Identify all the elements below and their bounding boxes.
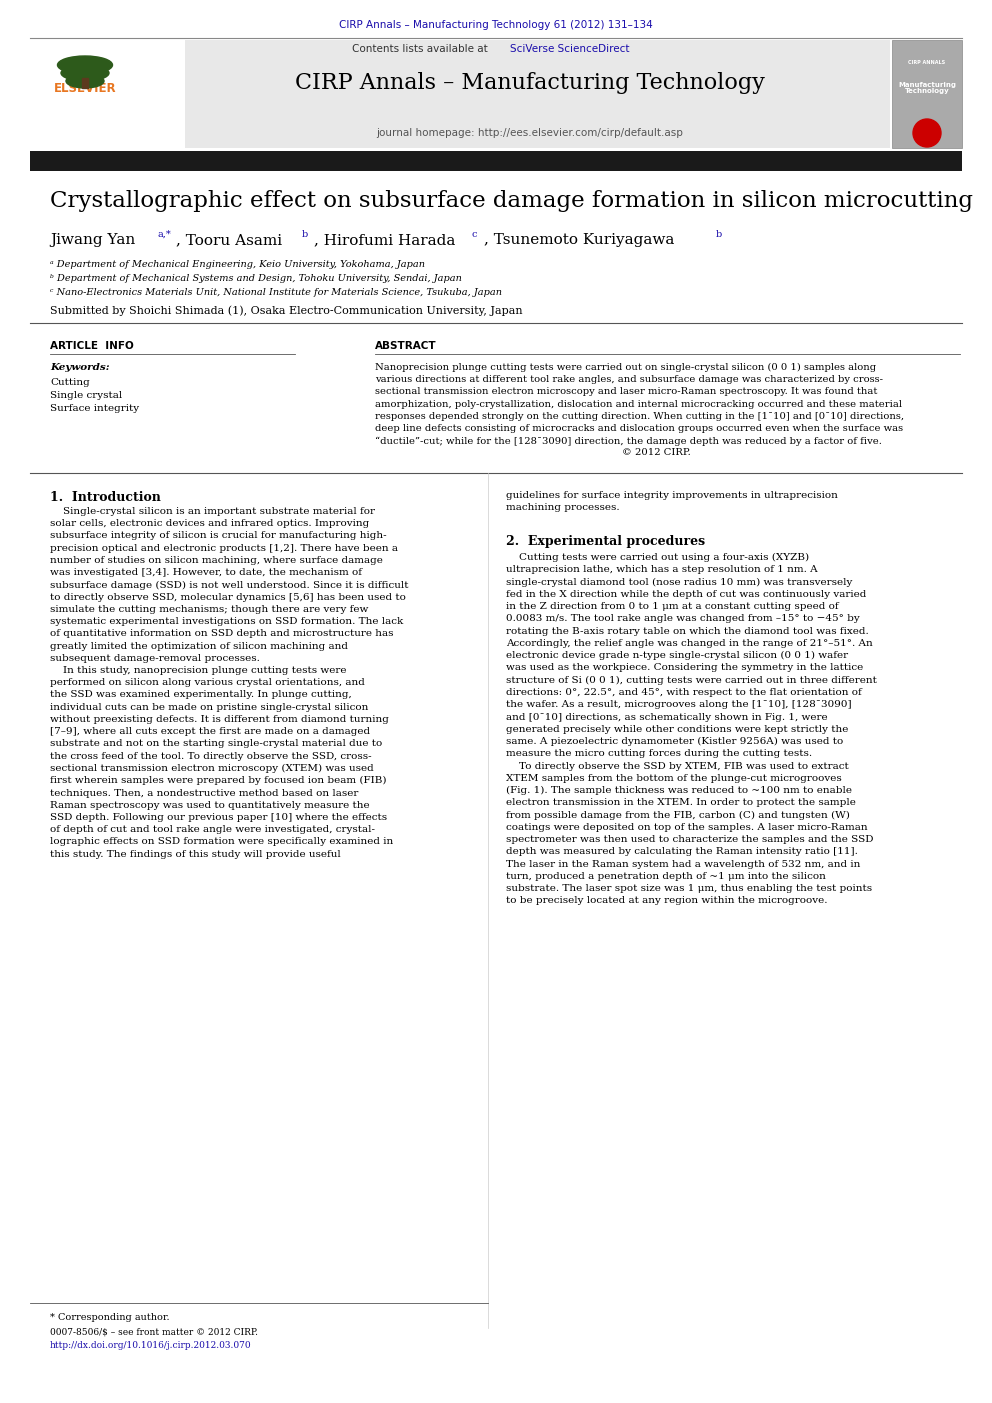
Text: , Tooru Asami: , Tooru Asami bbox=[176, 233, 282, 247]
Ellipse shape bbox=[66, 74, 104, 88]
Text: b: b bbox=[302, 230, 309, 239]
Text: © 2012 CIRP.: © 2012 CIRP. bbox=[375, 449, 690, 457]
Text: * Corresponding author.: * Corresponding author. bbox=[50, 1313, 170, 1322]
Text: ᶜ Nano-Electronics Materials Unit, National Institute for Materials Science, Tsu: ᶜ Nano-Electronics Materials Unit, Natio… bbox=[50, 288, 502, 297]
Text: Cutting: Cutting bbox=[50, 377, 89, 387]
Text: guidelines for surface integrity improvements in ultraprecision
machining proces: guidelines for surface integrity improve… bbox=[506, 491, 838, 512]
Text: various directions at different tool rake angles, and subsurface damage was char: various directions at different tool rak… bbox=[375, 375, 883, 384]
Text: Cutting tests were carried out using a four-axis (XYZB)
ultraprecision lathe, wh: Cutting tests were carried out using a f… bbox=[506, 553, 877, 905]
Text: Manufacturing
Technology: Manufacturing Technology bbox=[898, 81, 956, 94]
FancyBboxPatch shape bbox=[30, 41, 890, 147]
Ellipse shape bbox=[58, 56, 112, 74]
Bar bbox=[82, 79, 88, 88]
FancyBboxPatch shape bbox=[30, 152, 962, 171]
Text: CIRP ANNALS: CIRP ANNALS bbox=[909, 60, 945, 66]
Text: Surface integrity: Surface integrity bbox=[50, 404, 139, 412]
Ellipse shape bbox=[61, 65, 109, 81]
Text: ᵇ Department of Mechanical Systems and Design, Tohoku University, Sendai, Japan: ᵇ Department of Mechanical Systems and D… bbox=[50, 274, 462, 283]
Text: CIRP Annals – Manufacturing Technology 61 (2012) 131–134: CIRP Annals – Manufacturing Technology 6… bbox=[339, 20, 653, 29]
Text: http://dx.doi.org/10.1016/j.cirp.2012.03.070: http://dx.doi.org/10.1016/j.cirp.2012.03… bbox=[50, 1341, 252, 1350]
Text: 1.  Introduction: 1. Introduction bbox=[50, 491, 161, 504]
Text: ARTICLE  INFO: ARTICLE INFO bbox=[50, 341, 134, 351]
Text: amorphization, poly-crystallization, dislocation and internal microcracking occu: amorphization, poly-crystallization, dis… bbox=[375, 400, 902, 408]
Text: 0007-8506/$ – see front matter © 2012 CIRP.: 0007-8506/$ – see front matter © 2012 CI… bbox=[50, 1327, 258, 1336]
Text: Jiwang Yan: Jiwang Yan bbox=[50, 233, 135, 247]
Text: journal homepage: http://ees.elsevier.com/cirp/default.asp: journal homepage: http://ees.elsevier.co… bbox=[377, 128, 683, 137]
Text: responses depended strongly on the cutting direction. When cutting in the [1¯10]: responses depended strongly on the cutti… bbox=[375, 412, 904, 421]
Text: Single crystal: Single crystal bbox=[50, 391, 122, 400]
Text: Single-crystal silicon is an important substrate material for
solar cells, elect: Single-crystal silicon is an important s… bbox=[50, 506, 409, 859]
Text: ᵃ Department of Mechanical Engineering, Keio University, Yokohama, Japan: ᵃ Department of Mechanical Engineering, … bbox=[50, 260, 425, 269]
Circle shape bbox=[913, 119, 941, 147]
FancyBboxPatch shape bbox=[30, 41, 185, 147]
Text: Crystallographic effect on subsurface damage formation in silicon microcutting: Crystallographic effect on subsurface da… bbox=[50, 189, 973, 212]
Text: c: c bbox=[472, 230, 477, 239]
Text: sectional transmission electron microscopy and laser micro-Raman spectroscopy. I: sectional transmission electron microsco… bbox=[375, 387, 877, 397]
Text: , Hirofumi Harada: , Hirofumi Harada bbox=[314, 233, 455, 247]
Text: SciVerse ScienceDirect: SciVerse ScienceDirect bbox=[510, 43, 630, 53]
FancyBboxPatch shape bbox=[892, 41, 962, 147]
Text: ELSEVIER: ELSEVIER bbox=[54, 81, 116, 94]
Text: b: b bbox=[716, 230, 722, 239]
Text: Contents lists available at: Contents lists available at bbox=[352, 43, 491, 53]
Text: CIRP Annals – Manufacturing Technology: CIRP Annals – Manufacturing Technology bbox=[295, 72, 765, 94]
Text: “ductile”-cut; while for the [128¯3090] direction, the damage depth was reduced : “ductile”-cut; while for the [128¯3090] … bbox=[375, 436, 882, 446]
Text: Submitted by Shoichi Shimada (1), Osaka Electro-Communication University, Japan: Submitted by Shoichi Shimada (1), Osaka … bbox=[50, 304, 523, 316]
Text: ABSTRACT: ABSTRACT bbox=[375, 341, 436, 351]
Text: , Tsunemoto Kuriyagawa: , Tsunemoto Kuriyagawa bbox=[484, 233, 675, 247]
Text: Nanoprecision plunge cutting tests were carried out on single-crystal silicon (0: Nanoprecision plunge cutting tests were … bbox=[375, 363, 876, 372]
Text: 2.  Experimental procedures: 2. Experimental procedures bbox=[506, 535, 705, 549]
Text: Keywords:: Keywords: bbox=[50, 363, 110, 372]
Text: deep line defects consisting of microcracks and dislocation groups occurred even: deep line defects consisting of microcra… bbox=[375, 424, 903, 434]
Text: a,*: a,* bbox=[157, 230, 171, 239]
